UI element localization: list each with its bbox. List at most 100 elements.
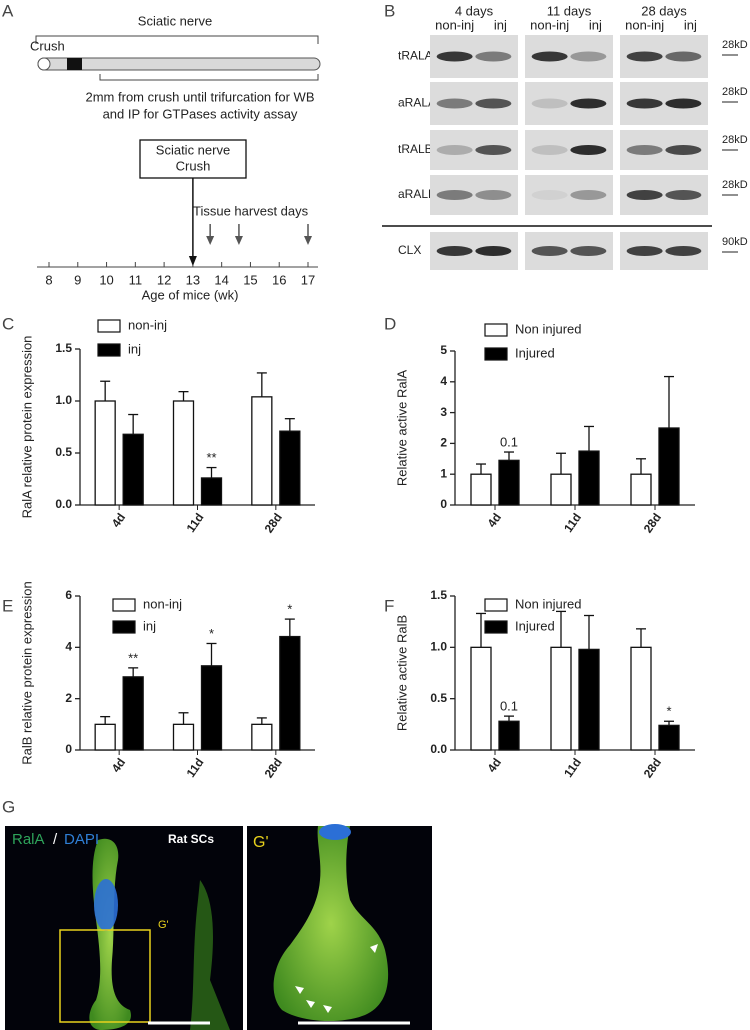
band: [531, 246, 568, 256]
band: [436, 51, 473, 62]
x-tick-label: 28d: [641, 511, 664, 536]
panel-label: A: [2, 1, 14, 20]
bar: [172, 400, 195, 506]
x-tick-label: 15: [243, 272, 257, 287]
cell-zoom: [273, 826, 389, 1022]
y-tick-label: 6: [65, 588, 72, 602]
x-tick-label: 10: [99, 272, 113, 287]
band: [626, 145, 663, 155]
arrowhead: [234, 236, 243, 245]
zoom-label: G': [253, 834, 269, 851]
y-tick-label: 1: [440, 466, 447, 480]
legend-label: non-inj: [143, 596, 182, 611]
bar: [578, 450, 600, 506]
bar: [94, 400, 116, 506]
timeline: 8 9 10 11 12 13 14 15 16 17: [37, 178, 318, 287]
y-tick-label: 2: [65, 691, 72, 705]
x-tick-label: 4d: [109, 511, 129, 531]
legend-swatch: [112, 598, 136, 612]
lane-label: non-inj: [435, 17, 474, 32]
band: [475, 190, 512, 200]
bar: [498, 720, 520, 751]
significance: *: [666, 704, 671, 719]
x-tick-label: 11d: [561, 756, 584, 780]
harvest-label: Tissue harvest days: [193, 203, 309, 218]
crush-box: [139, 139, 247, 179]
x-tick-label: 28d: [641, 756, 664, 781]
bar: [498, 459, 520, 506]
legend-label: Non injured: [515, 321, 582, 336]
cell: [190, 880, 230, 1030]
legend-swatch: [484, 620, 508, 634]
band: [475, 98, 512, 109]
bar: [578, 648, 600, 751]
band: [531, 145, 568, 155]
size-marker: 28kD: [722, 39, 748, 51]
group-title: 11 days: [547, 3, 592, 18]
bar: [658, 724, 680, 751]
y-tick-label: 5: [440, 343, 447, 357]
x-tick-label: 28d: [262, 756, 285, 781]
arrowheads: [295, 944, 378, 1013]
lane-label: inj: [589, 17, 602, 32]
row-label: aRALA: [398, 96, 436, 110]
band: [531, 190, 568, 200]
x-tick-label: 11d: [184, 511, 207, 535]
legend-swatch: [484, 347, 508, 361]
y-tick-label: 0.0: [55, 497, 72, 511]
nerve-title: Sciatic nerve: [138, 13, 212, 28]
row-label: tRALA: [398, 49, 433, 63]
x-tick-label: 13: [186, 272, 200, 287]
band: [570, 51, 607, 62]
arrowhead: [304, 236, 312, 245]
x-tick-label: 8: [45, 272, 52, 287]
bar: [470, 473, 492, 506]
bar: [122, 676, 144, 751]
significance: 0.1: [500, 434, 518, 449]
legend-label: inj: [143, 618, 156, 633]
band: [626, 190, 663, 200]
legend-label: Injured: [515, 618, 555, 633]
significance: **: [128, 650, 138, 665]
band: [570, 190, 607, 200]
y-tick-label: 0: [65, 742, 72, 756]
bar: [251, 723, 273, 751]
y-tick-label: 1.5: [430, 588, 447, 602]
arrowhead: [206, 236, 215, 245]
x-tick-label: 28d: [262, 511, 285, 536]
size-marker: 28kD: [722, 179, 748, 191]
panel-label: F: [384, 596, 394, 615]
row-label: aRALB: [398, 187, 436, 201]
panel-label: B: [384, 1, 395, 20]
x-tick-label: 4d: [109, 756, 129, 776]
legend-label: non-inj: [128, 317, 167, 332]
bar: [470, 646, 492, 751]
band: [436, 98, 473, 109]
panel-label: C: [2, 314, 14, 333]
panel-label: E: [2, 596, 13, 615]
arrowhead: [188, 256, 197, 266]
y-axis-label: Relative active RalA: [394, 370, 409, 487]
y-tick-label: 3: [440, 405, 447, 419]
bracket: [35, 35, 319, 44]
x-axis-label: Age of mice (wk): [142, 287, 239, 302]
y-tick-label: 1.0: [430, 640, 447, 654]
band: [626, 98, 663, 109]
y-tick-label: 0.5: [55, 445, 72, 459]
y-tick-label: 1.5: [55, 341, 72, 355]
stain-label: DAPI: [64, 831, 99, 848]
x-tick-label: 16: [272, 272, 286, 287]
x-tick-label: 9: [74, 272, 81, 287]
lane-label: non-inj: [625, 17, 664, 32]
y-tick-label: 4: [440, 374, 447, 388]
y-tick-label: 2: [440, 436, 447, 450]
significance: **: [206, 450, 216, 465]
significance: 0.1: [500, 699, 518, 714]
bar: [172, 723, 195, 751]
stain-label: RalA: [12, 831, 45, 848]
size-marker: 90kD: [722, 236, 748, 248]
lane-label: inj: [494, 17, 507, 32]
bar: [279, 635, 301, 751]
band: [436, 246, 473, 256]
